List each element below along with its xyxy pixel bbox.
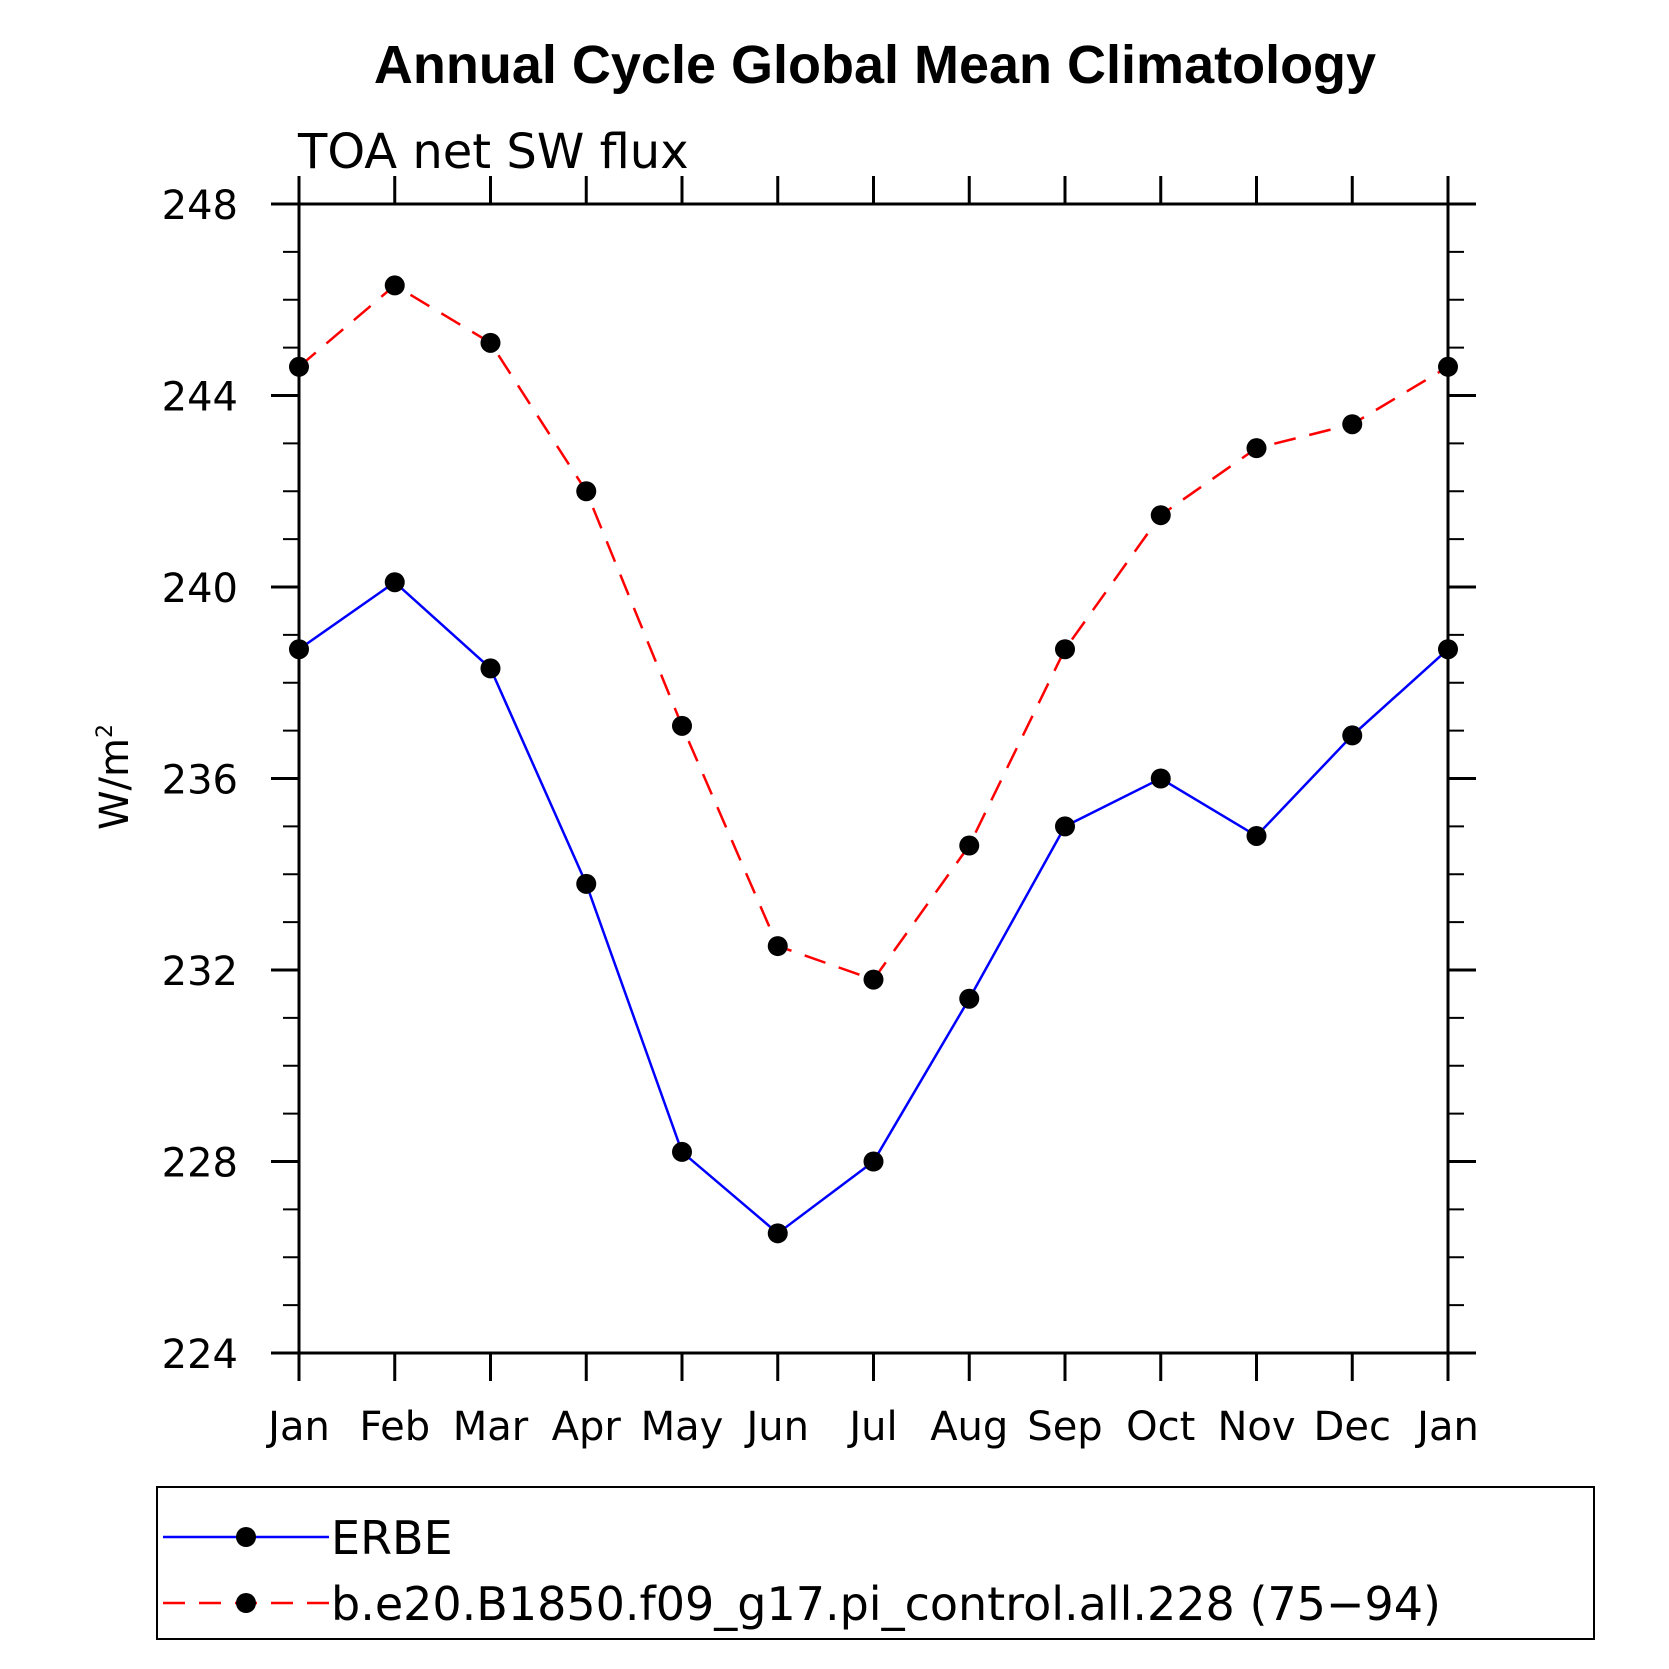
series-layer — [289, 275, 1458, 1244]
x-tick-label: Jun — [744, 1404, 810, 1450]
data-point — [576, 481, 597, 502]
svg-text:W/m2: W/m2 — [92, 724, 138, 830]
data-point — [672, 1141, 692, 1162]
series-line — [298, 283, 1449, 982]
x-tick-label: May — [641, 1404, 724, 1450]
axis-ticks — [271, 176, 1476, 1381]
data-point — [289, 356, 309, 377]
legend-box — [156, 1486, 1595, 1640]
plot-frame — [297, 202, 1450, 1355]
x-tick-label: Feb — [359, 1404, 430, 1450]
data-point — [1342, 725, 1363, 746]
data-point — [1438, 639, 1458, 660]
chart-title: Annual Cycle Global Mean Climatology — [374, 35, 1376, 95]
data-point — [480, 658, 501, 679]
x-tick-label: Mar — [453, 1404, 529, 1450]
data-point — [1246, 438, 1267, 459]
x-tick-label: Oct — [1126, 1404, 1195, 1450]
data-point — [672, 715, 692, 736]
data-point — [1055, 639, 1075, 660]
data-point — [576, 873, 597, 894]
data-point — [1150, 768, 1171, 789]
series-line — [298, 580, 1449, 1235]
data-point — [384, 572, 405, 593]
y-tick-label: 232 — [162, 949, 238, 995]
data-point — [1342, 414, 1363, 435]
y-tick-label: 236 — [162, 758, 238, 804]
y-axis-label: W/m2 — [92, 724, 138, 830]
data-point — [1438, 356, 1458, 377]
legend-label: ERBE — [331, 1511, 453, 1565]
y-tick-labels: 224 228 232 236 240 244 248 — [162, 183, 238, 1378]
data-point — [767, 1223, 788, 1244]
data-point — [1246, 825, 1267, 846]
chart-subtitle: TOA net SW flux — [297, 124, 689, 180]
data-point — [1150, 505, 1171, 526]
legend: ERBE b.e20.B1850.f09_g17.pi_control.all.2… — [163, 1511, 1441, 1631]
y-tick-label: 240 — [162, 566, 238, 612]
legend-marker — [236, 1527, 256, 1547]
data-point — [959, 835, 980, 856]
legend-marker — [236, 1593, 256, 1613]
x-tick-label: Dec — [1314, 1404, 1391, 1450]
x-tick-label: Apr — [552, 1404, 622, 1450]
data-point — [480, 332, 501, 353]
y-tick-label: 224 — [162, 1332, 238, 1378]
legend-label: b.e20.B1850.f09_g17.pi_control.all.228 (… — [331, 1577, 1441, 1631]
x-tick-label: Jul — [846, 1404, 897, 1450]
data-point — [384, 275, 405, 296]
x-tick-label: Nov — [1217, 1404, 1295, 1450]
x-tick-label: Aug — [930, 1404, 1008, 1450]
x-tick-labels: Jan Feb Mar Apr May Jun Jul Aug Sep Oct Nov Dec Jan — [265, 1404, 1479, 1450]
data-point — [767, 936, 788, 957]
y-axis-label-base: W/m — [92, 738, 138, 830]
x-tick-label: Jan — [1414, 1404, 1479, 1450]
y-axis-label-superscript: 2 — [93, 724, 118, 738]
data-point — [959, 988, 980, 1009]
data-point — [863, 969, 884, 990]
y-tick-label: 244 — [162, 375, 238, 421]
data-point — [1055, 816, 1075, 837]
data-point — [289, 639, 309, 660]
y-tick-label: 228 — [162, 1141, 238, 1187]
y-tick-label: 248 — [162, 183, 238, 229]
data-point — [863, 1151, 884, 1172]
x-tick-label: Jan — [265, 1404, 330, 1450]
x-tick-label: Sep — [1027, 1404, 1102, 1450]
